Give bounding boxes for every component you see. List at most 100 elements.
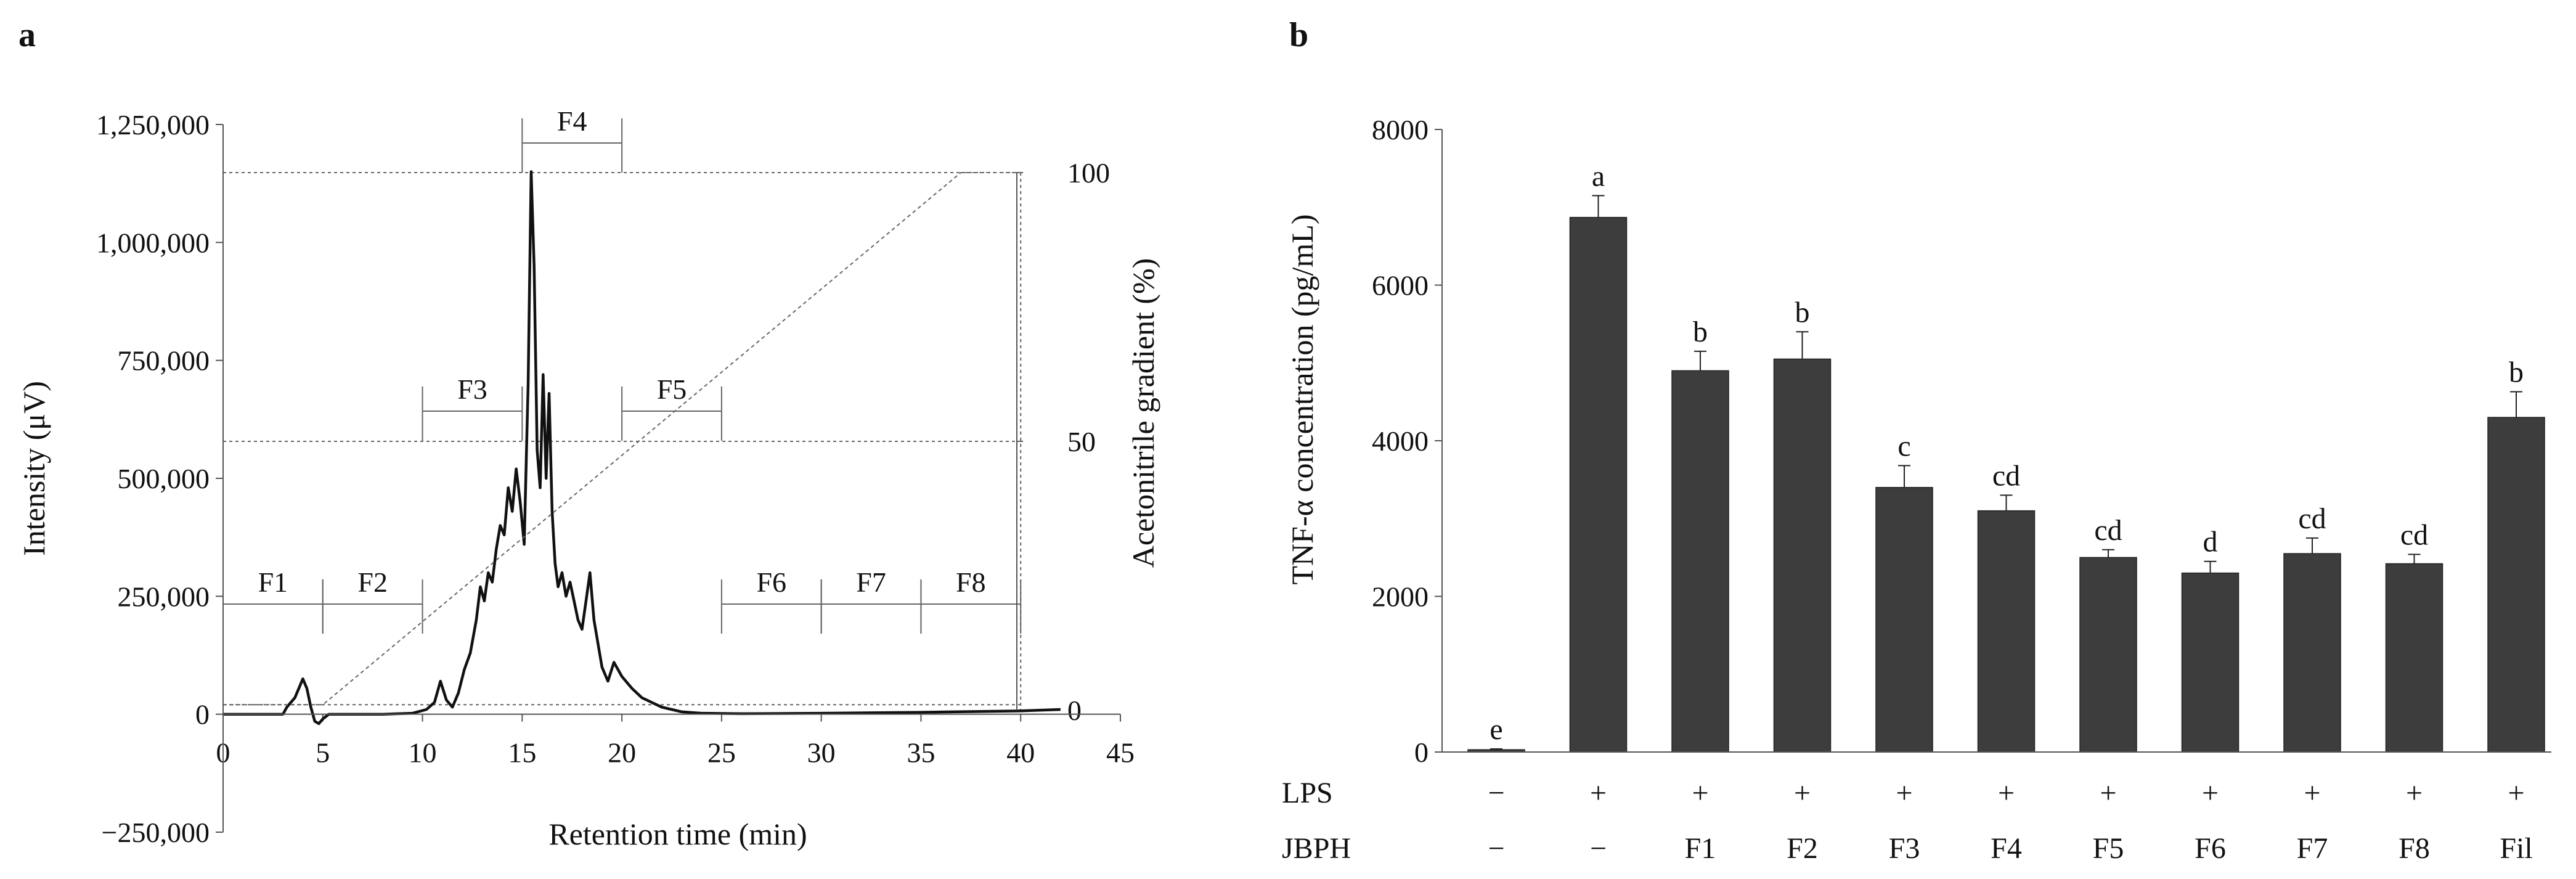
fraction-label: F6 bbox=[756, 566, 786, 598]
row-label-jbph: JBPH bbox=[1282, 832, 1351, 865]
y-tick-label: 6000 bbox=[1372, 270, 1429, 301]
axes bbox=[222, 125, 1120, 832]
significance-letter: e bbox=[1490, 713, 1502, 746]
fraction-label: F2 bbox=[357, 566, 388, 598]
fraction-label: F1 bbox=[258, 566, 288, 598]
panel-b-bar-chart: b 0 2000 4000 6000 8000 e a b b c cd cd d cd cd b LPS −… bbox=[1282, 16, 2551, 865]
left-axis-ticks: −250,000 0 250,000 500,000 750,000 1,000,000 1… bbox=[96, 109, 223, 848]
fraction-label: F8 bbox=[956, 566, 986, 598]
panel-a-label: a bbox=[18, 16, 36, 54]
y2-axis-title: Acetonitrile gradient (%) bbox=[1126, 258, 1160, 568]
bar-group: cd bbox=[2079, 514, 2137, 753]
y-axis-ticks: 0 2000 4000 6000 8000 bbox=[1372, 114, 1442, 768]
fraction-label: F4 bbox=[557, 105, 587, 137]
x-tick-label: 20 bbox=[608, 737, 636, 769]
fraction-label: F7 bbox=[856, 566, 886, 598]
bar-group: b bbox=[1671, 316, 1729, 753]
significance-letter: b bbox=[1693, 316, 1708, 348]
y-tick-label: 1,000,000 bbox=[96, 227, 210, 258]
significance-letter: b bbox=[2509, 356, 2524, 388]
treatment-cell: + bbox=[2304, 777, 2320, 809]
panel-b-label: b bbox=[1289, 16, 1308, 54]
y2-tick-label: 100 bbox=[1067, 157, 1110, 189]
treatment-cell: + bbox=[1794, 777, 1811, 809]
treatment-cell: + bbox=[1896, 777, 1912, 809]
x-tick-label: 5 bbox=[316, 737, 330, 769]
bar bbox=[2181, 572, 2240, 753]
bar-group: e bbox=[1467, 713, 1525, 753]
bar bbox=[2487, 417, 2545, 753]
y-tick-label: 4000 bbox=[1372, 425, 1429, 457]
treatment-cell: + bbox=[1998, 777, 2015, 809]
treatment-cell: + bbox=[1692, 777, 1708, 809]
x-tick-label: 10 bbox=[409, 737, 437, 769]
bar bbox=[2385, 563, 2444, 753]
y-tick-label: 8000 bbox=[1372, 114, 1429, 145]
bars: e a b b c cd cd d cd cd b bbox=[1467, 160, 2545, 753]
treatment-cell: F8 bbox=[2399, 832, 2430, 865]
bar bbox=[2079, 557, 2137, 753]
fraction-bracket-f6: F6 bbox=[720, 566, 822, 634]
fraction-bracket-f4: F4 bbox=[521, 105, 623, 173]
y2-tick-label: 0 bbox=[1067, 695, 1082, 726]
significance-letter: c bbox=[1897, 430, 1910, 462]
y-tick-label: 2000 bbox=[1372, 581, 1429, 613]
acetonitrile-gradient-line bbox=[223, 172, 1021, 706]
significance-letter: cd bbox=[2298, 502, 2326, 535]
y-tick-label: 0 bbox=[195, 699, 210, 730]
plot-series bbox=[223, 170, 1061, 726]
treatment-cell: + bbox=[2508, 777, 2524, 809]
right-axis-ticks: 0 50 100 bbox=[1017, 157, 1110, 726]
bar bbox=[1977, 510, 2036, 753]
axes bbox=[1441, 129, 2551, 753]
y-tick-label: 0 bbox=[1414, 737, 1429, 768]
bar-group: a bbox=[1569, 160, 1628, 753]
y-axis-title: Intensity (μV) bbox=[17, 381, 51, 556]
treatment-cell: Fil bbox=[2500, 832, 2532, 865]
row-label-lps: LPS bbox=[1282, 777, 1333, 809]
y-axis-title: TNF-α concentration (pg/mL) bbox=[1285, 214, 1319, 584]
bar-group: cd bbox=[1977, 459, 2036, 753]
bar-group: b bbox=[2487, 356, 2545, 753]
fraction-bracket-f3: F3 bbox=[422, 374, 523, 441]
y2-tick-label: 50 bbox=[1067, 426, 1096, 457]
treatment-cell: F1 bbox=[1685, 832, 1716, 865]
significance-letter: b bbox=[1795, 296, 1810, 329]
treatment-cell: F3 bbox=[1889, 832, 1920, 865]
treatment-cell: + bbox=[2406, 777, 2423, 809]
chromatogram-line bbox=[223, 170, 1061, 726]
x-tick-label: 35 bbox=[907, 737, 935, 769]
treatment-cell: F6 bbox=[2195, 832, 2226, 865]
treatment-cell: F4 bbox=[1991, 832, 2022, 865]
significance-letter: cd bbox=[2400, 518, 2428, 551]
y-tick-label: 250,000 bbox=[118, 581, 210, 612]
bar-group: c bbox=[1875, 430, 1933, 753]
treatment-cell: − bbox=[1488, 832, 1504, 865]
significance-letter: cd bbox=[2094, 514, 2122, 547]
fraction-bracket-f8: F8 bbox=[920, 566, 1022, 634]
treatment-cell: F7 bbox=[2297, 832, 2328, 865]
x-tick-label: 25 bbox=[707, 737, 736, 769]
reference-lines bbox=[223, 172, 1022, 710]
bar bbox=[2283, 553, 2341, 753]
treatment-cell: − bbox=[1488, 777, 1504, 809]
fraction-bracket-f7: F7 bbox=[820, 566, 922, 634]
x-tick-label: 30 bbox=[807, 737, 836, 769]
y-tick-label: −250,000 bbox=[102, 817, 210, 848]
x-axis-title: Retention time (min) bbox=[548, 817, 807, 851]
treatment-cell: + bbox=[2100, 777, 2116, 809]
y-tick-label: 500,000 bbox=[118, 463, 210, 494]
treatment-cell: + bbox=[1590, 777, 1607, 809]
fraction-bracket-f1: F1 bbox=[222, 566, 324, 634]
treatment-cell: + bbox=[2202, 777, 2219, 809]
bar bbox=[1875, 487, 1933, 753]
y-tick-label: 1,250,000 bbox=[96, 109, 210, 141]
x-axis-ticks: 0 5 10 15 20 25 30 35 40 45 bbox=[216, 714, 1135, 769]
treatment-cell: F5 bbox=[2093, 832, 2124, 865]
fraction-bracket-f2: F2 bbox=[322, 566, 423, 634]
bar-group: b bbox=[1773, 296, 1832, 753]
bar bbox=[1569, 216, 1628, 753]
treatment-rows: LPS − + + + + + + + + + + JBPH − − F1 F2 F3 F4 F5 F6 F7 F8 Fil bbox=[1282, 777, 2533, 865]
x-tick-label: 15 bbox=[508, 737, 536, 769]
